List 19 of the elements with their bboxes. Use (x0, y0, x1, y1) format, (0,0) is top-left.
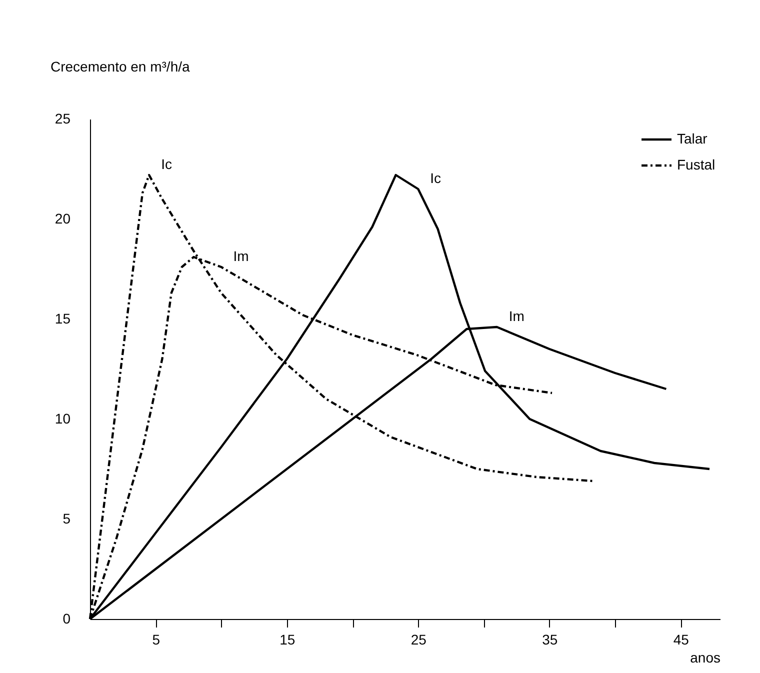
legend-label: Talar (677, 130, 708, 146)
y-tick-label: 10 (54, 410, 71, 426)
annotation: Im (508, 308, 524, 324)
y-tick-label: 0 (62, 610, 71, 626)
x-tick-label: 35 (542, 632, 558, 648)
y-tick-label: 25 (54, 110, 71, 126)
x-tick-label: 15 (280, 632, 296, 648)
y-tick-label: 20 (54, 210, 71, 226)
x-axis-title: anos (690, 650, 720, 666)
annotation: Ic (161, 156, 172, 172)
legend-label: Fustal (677, 156, 716, 172)
x-tick-label: 45 (673, 632, 690, 648)
y-tick-label: 15 (54, 310, 71, 326)
y-axis-title: Crecemento en m³/h/a (50, 58, 190, 74)
x-tick-label: 5 (152, 632, 160, 648)
x-tick-label: 25 (410, 632, 427, 648)
annotation: Im (233, 248, 249, 264)
annotation: Ic (430, 170, 442, 186)
y-tick-label: 5 (62, 510, 71, 526)
